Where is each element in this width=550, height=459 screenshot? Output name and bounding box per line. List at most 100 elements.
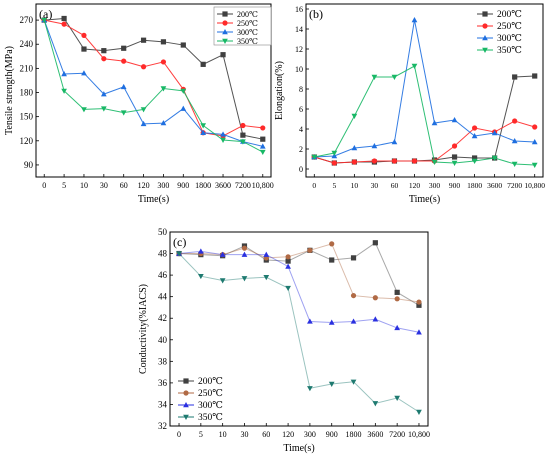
- legend-item: 250℃: [217, 19, 258, 28]
- data-point: [372, 240, 378, 246]
- plot-frame: [35, 3, 272, 178]
- legend-label: 200℃: [497, 10, 522, 20]
- x-axis-label: Time(s): [138, 194, 169, 205]
- data-point: [160, 39, 167, 45]
- y-tick-label: 0: [299, 165, 303, 174]
- x-tick-label: 300: [157, 181, 169, 190]
- x-tick-label: 1800: [346, 430, 362, 439]
- y-tick-label: 8: [299, 85, 303, 94]
- x-tick-label: 60: [391, 181, 399, 190]
- x-tick-label: 7200: [507, 181, 522, 190]
- legend-marker: [222, 20, 228, 26]
- legend-item: 250℃: [178, 389, 223, 399]
- data-point: [511, 138, 518, 144]
- data-point: [285, 285, 291, 292]
- x-tick-label: 120: [282, 430, 294, 439]
- data-point: [200, 61, 206, 67]
- y-tick-label: 40: [158, 335, 168, 345]
- x-tick-label: 300: [429, 181, 441, 190]
- data-point: [350, 318, 357, 324]
- data-point: [331, 150, 338, 156]
- data-point: [411, 63, 418, 69]
- data-point: [371, 158, 378, 164]
- data-point: [411, 158, 418, 164]
- data-point: [263, 275, 270, 281]
- data-point: [416, 409, 422, 415]
- x-tick-label: 10,800: [252, 181, 274, 190]
- data-point: [41, 17, 48, 24]
- data-point: [220, 52, 226, 58]
- data-point: [351, 145, 358, 151]
- legend-item: 300℃: [477, 34, 522, 44]
- data-point: [328, 319, 335, 325]
- x-tick-label: 1800: [467, 181, 482, 190]
- legend-item: 250℃: [477, 22, 522, 32]
- y-axis-label: Elongation(%): [274, 61, 285, 120]
- data-point: [100, 106, 107, 112]
- data-point: [491, 130, 498, 136]
- data-point: [61, 71, 67, 77]
- legend-marker: [482, 47, 488, 53]
- x-tick-label: 60: [120, 181, 128, 190]
- x-tick-label: 0: [177, 430, 181, 439]
- x-tick-label: 30: [240, 430, 248, 439]
- data-point: [100, 91, 107, 97]
- y-tick-label: 2: [299, 145, 303, 154]
- series-line: [314, 65, 535, 166]
- x-axis-label: Time(s): [283, 443, 314, 454]
- x-tick-label: 30: [371, 181, 379, 190]
- legend-label: 300℃: [237, 28, 258, 37]
- chart-panel-2: 0 5 10 30 60 120 300 900 1800 3600 7200 10,800 0 2 4 6 8…: [274, 3, 545, 205]
- data-point: [220, 137, 226, 143]
- data-point: [372, 295, 378, 301]
- data-point: [431, 159, 438, 165]
- data-point: [451, 117, 458, 123]
- data-point: [140, 107, 147, 113]
- data-point: [350, 292, 357, 299]
- chart-panel-3: 0 5 10 30 60 120 300 900 1800 3600 7200 10,800 32 34 3…: [138, 227, 430, 454]
- series-3: [176, 248, 422, 335]
- x-tick-label: 10: [80, 181, 88, 190]
- legend-marker: [482, 23, 488, 29]
- x-tick-label: 1800: [195, 181, 211, 190]
- data-point: [307, 318, 313, 324]
- data-point: [512, 74, 518, 80]
- data-point: [391, 74, 398, 80]
- data-point: [394, 324, 401, 331]
- data-point: [451, 143, 458, 149]
- plot-frame: [169, 231, 429, 427]
- panel-label: (b): [309, 7, 323, 21]
- data-point: [197, 273, 204, 280]
- y-tick-label: 120: [20, 136, 34, 146]
- legend-label: 250℃: [198, 389, 223, 399]
- legend-label: 200℃: [198, 377, 223, 387]
- series-2: [311, 118, 538, 166]
- data-point: [61, 88, 67, 94]
- data-point: [307, 386, 313, 392]
- legend-item: 300℃: [217, 28, 258, 37]
- x-tick-label: 900: [177, 181, 189, 190]
- series-line: [178, 253, 420, 413]
- legend-item: 350℃: [217, 37, 258, 46]
- data-point: [61, 21, 67, 27]
- y-tick-label: 150: [20, 112, 34, 122]
- y-tick-label: 270: [20, 15, 34, 25]
- x-tick-label: 3600: [215, 181, 231, 190]
- data-point: [431, 120, 438, 126]
- series-line: [314, 75, 535, 164]
- data-point: [351, 159, 357, 165]
- data-point: [394, 296, 400, 302]
- series-line: [179, 243, 420, 303]
- x-tick-label: 10,800: [524, 181, 545, 190]
- legend-label: 350℃: [198, 413, 223, 423]
- data-point: [240, 122, 246, 129]
- data-point: [391, 139, 398, 145]
- data-point: [512, 118, 518, 124]
- legend-marker: [183, 378, 189, 384]
- y-tick-label: 90: [24, 160, 34, 170]
- data-point: [285, 254, 291, 260]
- data-point: [371, 74, 378, 80]
- y-tick-label: 46: [158, 270, 168, 280]
- legend-marker: [183, 390, 189, 396]
